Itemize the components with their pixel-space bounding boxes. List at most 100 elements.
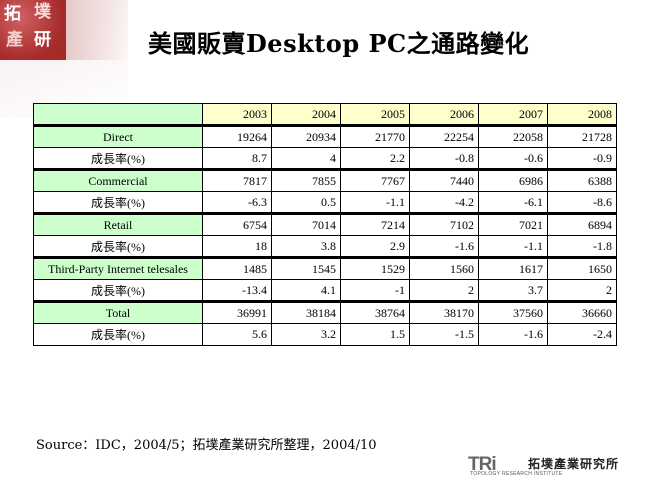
value-cell: 21770 bbox=[340, 124, 410, 148]
value-cell: 2 bbox=[547, 279, 617, 302]
value-cell: 38170 bbox=[409, 300, 479, 324]
source-note: Source：IDC，2004/5；拓墣產業研究所整理，2004/10 bbox=[36, 438, 377, 453]
growth-row: 成長率(%) 18 3.8 2.9 -1.6 -1.1 -1.8 bbox=[33, 235, 617, 258]
row-label: 成長率(%) bbox=[33, 235, 203, 258]
value-cell: 7767 bbox=[340, 168, 410, 192]
value-cell: 21728 bbox=[547, 124, 617, 148]
value-cell: 3.7 bbox=[478, 279, 548, 302]
tri-mark: TRi bbox=[468, 454, 497, 475]
row-label: 成長率(%) bbox=[33, 191, 203, 214]
value-cell: 8.7 bbox=[202, 147, 272, 170]
value-cell: 22058 bbox=[478, 124, 548, 148]
value-cell: -1.6 bbox=[409, 235, 479, 258]
value-cell: 1.5 bbox=[340, 323, 410, 346]
value-cell: 37560 bbox=[478, 300, 548, 324]
value-cell: 36660 bbox=[547, 300, 617, 324]
growth-row: 成長率(%) 8.7 4 2.2 -0.8 -0.6 -0.9 bbox=[33, 147, 617, 170]
value-cell: -2.4 bbox=[547, 323, 617, 346]
value-cell: 1485 bbox=[202, 256, 272, 280]
logo-char: 拓 bbox=[4, 4, 21, 24]
value-cell: -1.6 bbox=[478, 323, 548, 346]
value-cell: 4 bbox=[271, 147, 341, 170]
value-cell: 7014 bbox=[271, 212, 341, 236]
page-title: 美國販賣Desktop PC之通路變化 bbox=[148, 29, 530, 58]
year-header: 2007 bbox=[478, 103, 548, 126]
row-label: Total bbox=[33, 300, 203, 324]
footer-logo: TRi 拓墣產業研究所 TOPOLOGY RESEARCH INSTITUTE bbox=[468, 454, 646, 478]
value-cell: -0.9 bbox=[547, 147, 617, 170]
brand-logo: 拓 墣 產 研 bbox=[0, 0, 66, 60]
row-label: 成長率(%) bbox=[33, 323, 203, 346]
value-cell: 3.2 bbox=[271, 323, 341, 346]
logo-char: 研 bbox=[34, 30, 51, 50]
value-cell: 7021 bbox=[478, 212, 548, 236]
value-cell: 7214 bbox=[340, 212, 410, 236]
value-cell: 36991 bbox=[202, 300, 272, 324]
value-cell: -1.1 bbox=[340, 191, 410, 214]
table-row: Retail 6754 7014 7214 7102 7021 6894 bbox=[33, 212, 617, 236]
logo-block: 拓 墣 產 研 bbox=[0, 0, 128, 118]
table-row: Third-Party Internet telesales 1485 1545 15… bbox=[33, 256, 617, 280]
value-cell: 1650 bbox=[547, 256, 617, 280]
year-header: 2004 bbox=[271, 103, 341, 126]
data-table: 2003 2004 2005 2006 2007 2008 Direct 1926… bbox=[33, 103, 617, 346]
value-cell: -1.5 bbox=[409, 323, 479, 346]
row-label: Commercial bbox=[33, 168, 203, 192]
value-cell: 38764 bbox=[340, 300, 410, 324]
value-cell: 1560 bbox=[409, 256, 479, 280]
value-cell: -0.8 bbox=[409, 147, 479, 170]
value-cell: -1.8 bbox=[547, 235, 617, 258]
value-cell: -0.6 bbox=[478, 147, 548, 170]
value-cell: -1 bbox=[340, 279, 410, 302]
growth-row: 成長率(%) -13.4 4.1 -1 2 3.7 2 bbox=[33, 279, 617, 302]
value-cell: 1617 bbox=[478, 256, 548, 280]
growth-row: 成長率(%) -6.3 0.5 -1.1 -4.2 -6.1 -8.6 bbox=[33, 191, 617, 214]
value-cell: 4.1 bbox=[271, 279, 341, 302]
value-cell: 6986 bbox=[478, 168, 548, 192]
value-cell: 2 bbox=[409, 279, 479, 302]
corner-cell bbox=[33, 103, 203, 126]
value-cell: 0.5 bbox=[271, 191, 341, 214]
growth-row: 成長率(%) 5.6 3.2 1.5 -1.5 -1.6 -2.4 bbox=[33, 323, 617, 346]
value-cell: 18 bbox=[202, 235, 272, 258]
value-cell: 22254 bbox=[409, 124, 479, 148]
institute-name: 拓墣產業研究所 bbox=[528, 457, 620, 471]
value-cell: -4.2 bbox=[409, 191, 479, 214]
row-label: Direct bbox=[33, 124, 203, 148]
table-row: Commercial 7817 7855 7767 7440 6986 6388 bbox=[33, 168, 617, 192]
value-cell: 7440 bbox=[409, 168, 479, 192]
table-row: Total 36991 38184 38764 38170 37560 36660 bbox=[33, 300, 617, 324]
table-row: Direct 19264 20934 21770 22254 22058 21728 bbox=[33, 124, 617, 148]
logo-char: 墣 bbox=[34, 2, 51, 22]
logo-fade bbox=[66, 0, 128, 60]
row-label: Third-Party Internet telesales bbox=[33, 256, 203, 280]
value-cell: 19264 bbox=[202, 124, 272, 148]
header-row: 2003 2004 2005 2006 2007 2008 bbox=[33, 103, 617, 126]
value-cell: -6.3 bbox=[202, 191, 272, 214]
institute-subtitle: TOPOLOGY RESEARCH INSTITUTE bbox=[470, 471, 563, 477]
value-cell: 20934 bbox=[271, 124, 341, 148]
value-cell: 7817 bbox=[202, 168, 272, 192]
value-cell: 7855 bbox=[271, 168, 341, 192]
row-label: 成長率(%) bbox=[33, 279, 203, 302]
value-cell: 6388 bbox=[547, 168, 617, 192]
value-cell: 2.2 bbox=[340, 147, 410, 170]
value-cell: -13.4 bbox=[202, 279, 272, 302]
value-cell: 7102 bbox=[409, 212, 479, 236]
year-header: 2008 bbox=[547, 103, 617, 126]
value-cell: 3.8 bbox=[271, 235, 341, 258]
value-cell: 6754 bbox=[202, 212, 272, 236]
value-cell: 2.9 bbox=[340, 235, 410, 258]
year-header: 2006 bbox=[409, 103, 479, 126]
value-cell: -8.6 bbox=[547, 191, 617, 214]
year-header: 2005 bbox=[340, 103, 410, 126]
value-cell: 5.6 bbox=[202, 323, 272, 346]
value-cell: 38184 bbox=[271, 300, 341, 324]
row-label: Retail bbox=[33, 212, 203, 236]
value-cell: 1529 bbox=[340, 256, 410, 280]
value-cell: 6894 bbox=[547, 212, 617, 236]
logo-char: 產 bbox=[6, 30, 23, 50]
value-cell: -6.1 bbox=[478, 191, 548, 214]
value-cell: 1545 bbox=[271, 256, 341, 280]
row-label: 成長率(%) bbox=[33, 147, 203, 170]
